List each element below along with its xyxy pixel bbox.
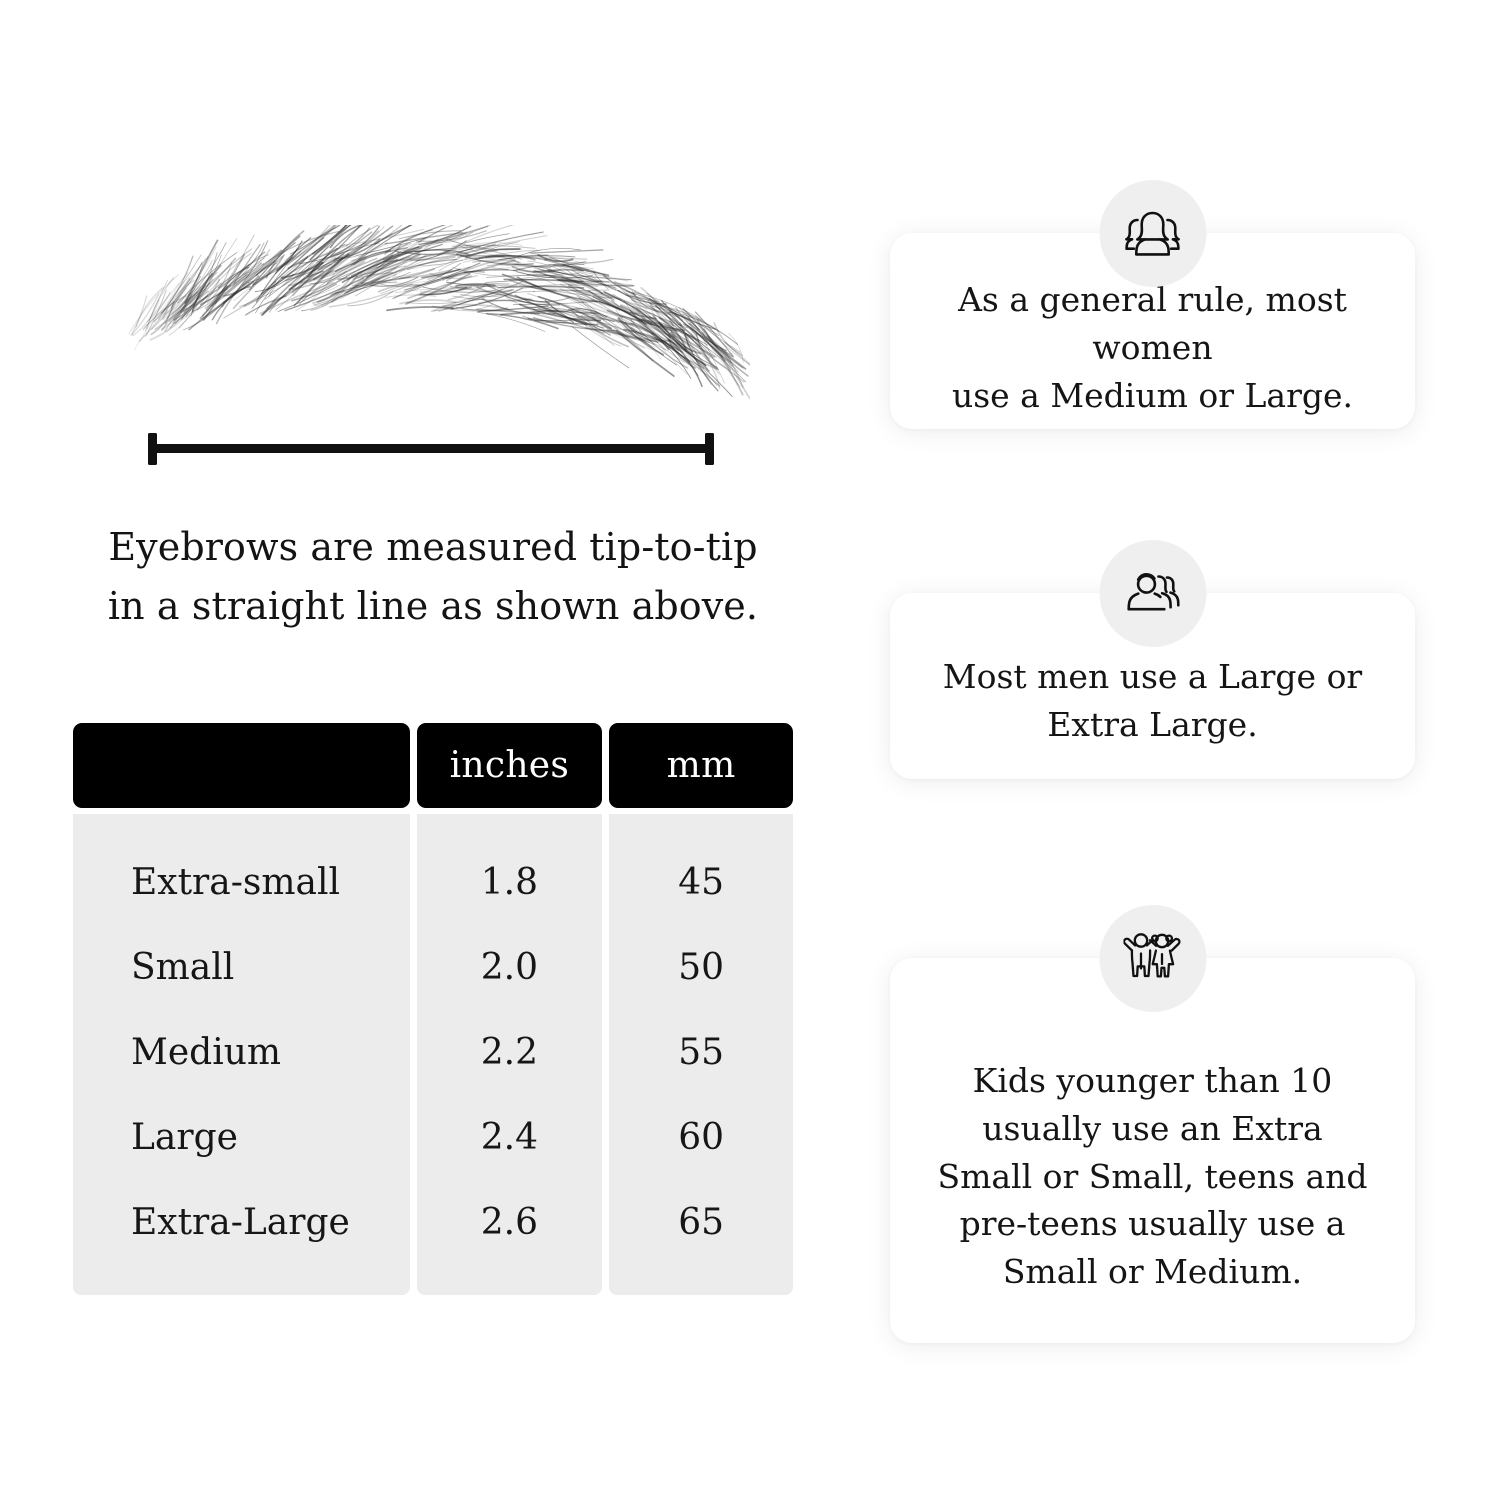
table-cell-mm: 55: [678, 1032, 725, 1073]
card-text-line: Most men use a Large or: [942, 657, 1363, 697]
card-text-line: Extra Large.: [1047, 705, 1258, 744]
right-panel: As a general rule, most women use a Medi…: [820, 0, 1500, 1500]
card-text-line: use a Medium or Large.: [951, 375, 1354, 415]
table-header-row: inches mm: [73, 723, 793, 808]
size-chart-table: inches mm Extra-small Small Medium Large…: [73, 723, 793, 1295]
table-body: Extra-small Small Medium Large Extra-Lar…: [73, 814, 793, 1295]
table-header-inches: inches: [416, 723, 603, 808]
card-text-line: Small or Medium.: [1002, 1252, 1303, 1292]
column-pad-top: [609, 814, 793, 840]
table-row: Extra-Large: [131, 1202, 350, 1243]
table-cell-inches: 2.2: [480, 1032, 539, 1073]
column-pad-bottom: [73, 1265, 410, 1295]
table-cell-inches: 2.6: [480, 1202, 539, 1243]
info-card-men: Most men use a Large or Extra Large.: [890, 540, 1415, 779]
two-kids-icon: [1099, 905, 1206, 1012]
table-header-mm: mm: [609, 723, 793, 808]
card-text-line: usually use an Extra: [982, 1108, 1323, 1148]
info-card-kids: Kids younger than 10 usually use an Extr…: [890, 905, 1415, 1343]
card-text: As a general rule, most women use a Medi…: [928, 242, 1377, 420]
info-card-women: As a general rule, most women use a Medi…: [890, 180, 1415, 429]
measurement-dimension-line: [140, 428, 725, 470]
card-text-line: Small or Small, teens and: [937, 1156, 1368, 1196]
table-column-inches: 1.8 2.0 2.2 2.4 2.6: [416, 814, 603, 1295]
table-row: Small: [131, 947, 235, 988]
card-text-line: As a general rule, most women: [958, 280, 1347, 368]
left-panel: Eyebrows are measured tip-to-tip in a st…: [73, 225, 793, 1295]
caption-line-2: in a straight line as shown above.: [107, 583, 759, 628]
card-text-line: Kids younger than 10: [972, 1060, 1333, 1100]
measurement-caption: Eyebrows are measured tip-to-tip in a st…: [73, 518, 793, 636]
table-cell-mm: 50: [678, 947, 725, 988]
table-row: Large: [131, 1117, 238, 1158]
table-cell-inches: 2.0: [480, 947, 539, 988]
card-text: Kids younger than 10 usually use an Extr…: [937, 1005, 1367, 1296]
card-body: Kids younger than 10 usually use an Extr…: [890, 958, 1415, 1343]
table-column-mm: 45 50 55 60 65: [609, 814, 793, 1295]
three-women-icon: [1099, 180, 1206, 287]
table-row: Extra-small: [131, 862, 340, 903]
column-pad-bottom: [609, 1265, 793, 1295]
table-cell-mm: 65: [678, 1202, 725, 1243]
table-row: Medium: [131, 1032, 282, 1073]
card-text-line: pre-teens usually use a: [959, 1204, 1346, 1244]
table-header-size: [73, 723, 410, 808]
caption-line-1: Eyebrows are measured tip-to-tip: [108, 525, 758, 569]
column-pad-top: [73, 814, 410, 840]
table-column-size: Extra-small Small Medium Large Extra-Lar…: [73, 814, 410, 1295]
card-text: Most men use a Large or Extra Large.: [943, 623, 1362, 749]
table-cell-mm: 45: [678, 862, 725, 903]
column-pad-top: [417, 814, 603, 840]
table-cell-inches: 1.8: [480, 862, 539, 903]
table-cell-mm: 60: [678, 1117, 725, 1158]
table-cell-inches: 2.4: [480, 1117, 539, 1158]
three-men-icon: [1099, 540, 1206, 647]
eyebrow-illustration: [110, 225, 750, 425]
column-pad-bottom: [417, 1265, 603, 1295]
